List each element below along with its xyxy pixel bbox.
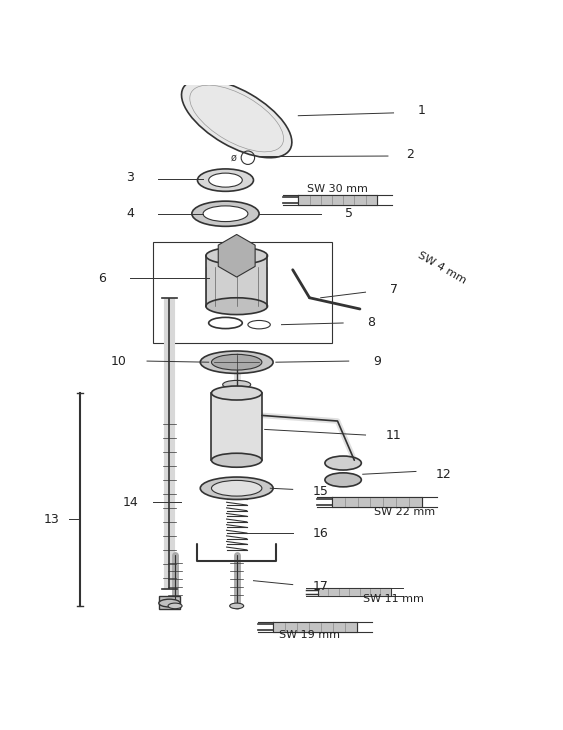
- Bar: [153, 242, 332, 342]
- Bar: [206, 255, 267, 306]
- Ellipse shape: [198, 169, 253, 191]
- Text: oo: oo: [242, 385, 254, 396]
- Ellipse shape: [206, 247, 267, 264]
- Text: 14: 14: [122, 496, 138, 509]
- Ellipse shape: [325, 473, 361, 487]
- Text: 8: 8: [367, 317, 375, 329]
- Ellipse shape: [209, 173, 242, 187]
- Ellipse shape: [206, 298, 267, 315]
- Text: 4: 4: [126, 207, 134, 220]
- Text: 2: 2: [406, 148, 414, 161]
- Text: SW 11 mm: SW 11 mm: [363, 594, 424, 604]
- Text: SW 30 mm: SW 30 mm: [307, 183, 368, 193]
- Text: 6: 6: [99, 272, 106, 285]
- Ellipse shape: [230, 603, 244, 609]
- Text: SW 19 mm: SW 19 mm: [279, 630, 340, 640]
- Bar: [159, 596, 180, 609]
- Text: SW 4 mm: SW 4 mm: [416, 250, 468, 286]
- Text: 5: 5: [345, 207, 353, 220]
- Text: 7: 7: [390, 283, 397, 296]
- Polygon shape: [298, 195, 377, 205]
- Ellipse shape: [159, 599, 180, 607]
- Ellipse shape: [212, 386, 262, 400]
- Text: SW 22 mm: SW 22 mm: [374, 507, 435, 518]
- Text: ø: ø: [231, 153, 236, 163]
- Text: 3: 3: [126, 171, 134, 184]
- Polygon shape: [273, 622, 357, 632]
- Text: 1: 1: [418, 104, 426, 117]
- Text: 15: 15: [313, 485, 329, 498]
- Ellipse shape: [212, 453, 262, 467]
- Text: 17: 17: [313, 580, 329, 593]
- Text: 12: 12: [436, 468, 452, 481]
- Bar: [212, 393, 262, 460]
- Text: 11: 11: [386, 429, 401, 442]
- Ellipse shape: [212, 480, 262, 496]
- Ellipse shape: [200, 477, 273, 499]
- Ellipse shape: [200, 351, 273, 374]
- Ellipse shape: [168, 603, 182, 609]
- Polygon shape: [318, 588, 391, 596]
- Ellipse shape: [192, 201, 259, 226]
- Ellipse shape: [212, 354, 262, 370]
- Text: 16: 16: [313, 526, 329, 539]
- Text: 10: 10: [111, 355, 127, 368]
- Ellipse shape: [203, 206, 248, 222]
- Polygon shape: [332, 497, 422, 507]
- Ellipse shape: [223, 380, 251, 389]
- Ellipse shape: [181, 80, 292, 158]
- Ellipse shape: [325, 456, 361, 470]
- Text: 13: 13: [44, 512, 60, 526]
- Text: 9: 9: [373, 355, 381, 368]
